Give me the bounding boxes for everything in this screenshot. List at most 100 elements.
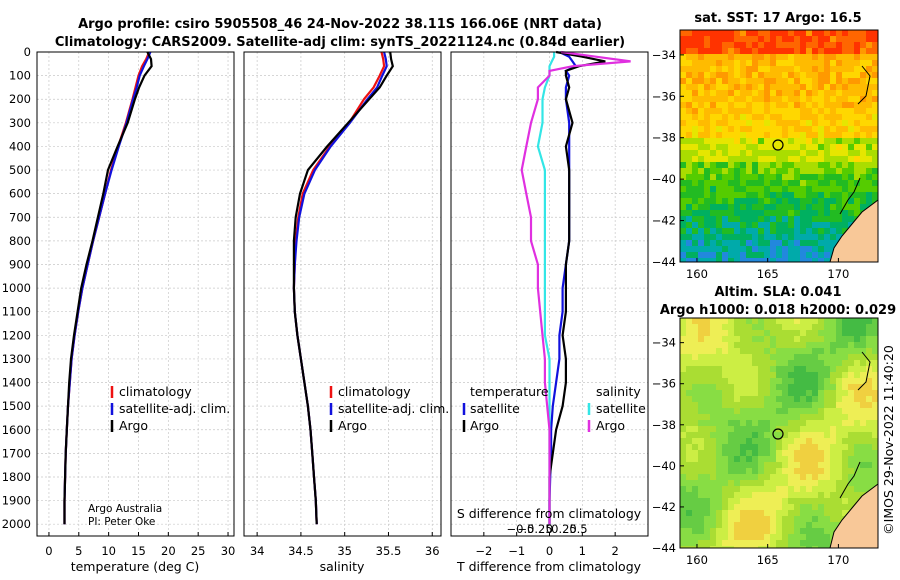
- sst-cell: [818, 228, 824, 234]
- sst-cell: [710, 210, 716, 216]
- sla-cell: [686, 366, 692, 372]
- sla-cell: [770, 444, 776, 450]
- sla-cell: [704, 534, 710, 540]
- sst-cell: [746, 258, 752, 262]
- sla-cell: [716, 450, 722, 456]
- sst-cell: [854, 36, 860, 42]
- sla-cell: [764, 366, 770, 372]
- sla-cell: [746, 510, 752, 516]
- sla-cell: [680, 402, 686, 408]
- sst-cell: [812, 54, 818, 60]
- sst-cell: [764, 144, 770, 150]
- sla-cell: [830, 444, 836, 450]
- sla-cell: [806, 438, 812, 444]
- sla-cell: [728, 546, 734, 548]
- sla-cell: [800, 510, 806, 516]
- sla-cell: [710, 318, 716, 324]
- sla-cell: [752, 390, 758, 396]
- sla-cell: [734, 378, 740, 384]
- sst-cell: [812, 132, 818, 138]
- sla-map-ticks: 160 165 170−34−36−38−40−42−44: [652, 336, 850, 567]
- sst-cell: [722, 258, 728, 262]
- sst-cell: [698, 114, 704, 120]
- sst-cell: [842, 144, 848, 150]
- sla-cell: [764, 534, 770, 540]
- sst-cell: [752, 78, 758, 84]
- sla-cell: [752, 528, 758, 534]
- sla-cell: [806, 450, 812, 456]
- sla-cell: [770, 516, 776, 522]
- sst-cell: [806, 204, 812, 210]
- sst-cell: [728, 126, 734, 132]
- sst-cell: [860, 186, 866, 192]
- sst-cell: [680, 252, 686, 258]
- sla-cell: [848, 492, 854, 498]
- sst-cell: [776, 204, 782, 210]
- sla-cell: [704, 450, 710, 456]
- sla-cell: [746, 546, 752, 548]
- sst-cell: [740, 102, 746, 108]
- diff-legend-header-temperature: temperature: [470, 384, 549, 399]
- sla-cell: [704, 462, 710, 468]
- sla-cell: [812, 540, 818, 546]
- sst-cell: [734, 180, 740, 186]
- sla-cell: [782, 528, 788, 534]
- sla-cell: [866, 426, 872, 432]
- sla-cell: [710, 456, 716, 462]
- sla-cell: [866, 330, 872, 336]
- map-y-tick-label: −40: [652, 172, 676, 186]
- sla-cell: [800, 492, 806, 498]
- sla-cell: [734, 486, 740, 492]
- sst-cell: [794, 162, 800, 168]
- sst-cell: [770, 222, 776, 228]
- sst-cell: [842, 186, 848, 192]
- sla-cell: [812, 492, 818, 498]
- sla-cell: [794, 336, 800, 342]
- sst-cell: [692, 216, 698, 222]
- sla-cell: [800, 522, 806, 528]
- sst-cell: [722, 54, 728, 60]
- sst-cell: [848, 102, 854, 108]
- sst-cell: [854, 186, 860, 192]
- sst-cell: [692, 150, 698, 156]
- sst-cell: [788, 108, 794, 114]
- sla-cell: [710, 330, 716, 336]
- sla-cell: [758, 528, 764, 534]
- sla-cell: [698, 396, 704, 402]
- sla-cell: [716, 492, 722, 498]
- sst-cell: [818, 120, 824, 126]
- sla-cell: [746, 450, 752, 456]
- main-title-line1: Argo profile: csiro 5905508_46 24-Nov-20…: [78, 17, 602, 32]
- sst-cell: [866, 90, 872, 96]
- sst-cell: [764, 30, 770, 36]
- sla-cell: [824, 534, 830, 540]
- sla-cell: [704, 372, 710, 378]
- sst-cell: [740, 60, 746, 66]
- sst-cell: [692, 186, 698, 192]
- sla-cell: [704, 498, 710, 504]
- sst-cell: [782, 66, 788, 72]
- sst-cell: [776, 144, 782, 150]
- sla-cell: [734, 468, 740, 474]
- sst-cell: [788, 138, 794, 144]
- sst-cell: [824, 186, 830, 192]
- sst-cell: [806, 78, 812, 84]
- sst-cell: [800, 90, 806, 96]
- sla-cell: [704, 414, 710, 420]
- sla-cell: [746, 432, 752, 438]
- sst-cell: [722, 78, 728, 84]
- sla-cell: [848, 486, 854, 492]
- sst-cell: [776, 186, 782, 192]
- sst-cell: [824, 234, 830, 240]
- sla-cell: [692, 486, 698, 492]
- sst-cell: [776, 48, 782, 54]
- sla-cell: [692, 522, 698, 528]
- sla-cell: [848, 438, 854, 444]
- sla-cell: [746, 378, 752, 384]
- sst-cell: [728, 78, 734, 84]
- sst-cell: [860, 108, 866, 114]
- sla-cell: [872, 480, 878, 486]
- sst-cell: [788, 132, 794, 138]
- sla-cell: [872, 420, 878, 426]
- sst-cell: [854, 108, 860, 114]
